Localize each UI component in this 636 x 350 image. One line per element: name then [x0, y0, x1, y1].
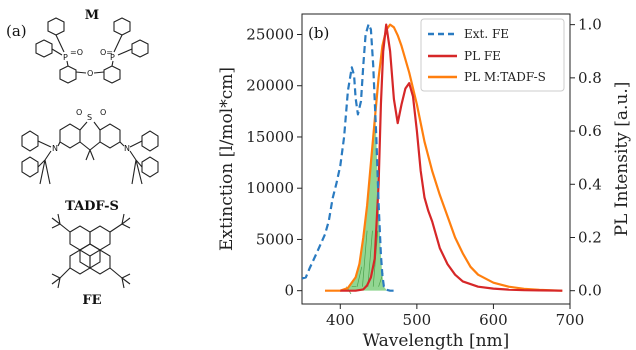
svg-text:O: O — [87, 69, 93, 78]
legend-box — [420, 18, 565, 92]
y-left-ticks: 0 5000 10000 15000 20000 25000 — [246, 25, 302, 300]
dpepo-molecule-icon: P=O PO= O — [35, 17, 149, 84]
tetra-tert-butylperylene-molecule-icon — [51, 213, 131, 289]
x-tick-label: 600 — [479, 311, 508, 329]
y-left-tick-label: 15000 — [246, 128, 294, 146]
y-left-tick-label: 20000 — [246, 77, 294, 95]
series-layer — [302, 23, 563, 292]
svg-text:O: O — [100, 108, 106, 117]
x-tick-label: 700 — [556, 311, 585, 329]
legend-label-pl-fe: PL FE — [464, 49, 501, 63]
y-left-tick-label: 5000 — [256, 230, 294, 248]
y-left-tick-label: 10000 — [246, 179, 294, 197]
y-right-axis-label: PL Intensity [a.u.] — [612, 82, 632, 237]
x-tick-label: 500 — [403, 311, 432, 329]
y-left-tick-label: 25000 — [246, 25, 294, 43]
x-tick-label: 400 — [326, 311, 355, 329]
legend: Ext. FE PL FE PL M:TADF-S — [420, 18, 565, 92]
molecule-fe-label: FE — [82, 293, 101, 308]
x-axis-label: Wavelength [nm] — [363, 331, 510, 350]
series-line-ext-fe — [302, 23, 394, 292]
acridine-sulfone-molecule-icon: S O O N N — [21, 108, 159, 185]
y-right-tick-label: 0.2 — [578, 228, 602, 246]
y-right-tick-label: 0.8 — [578, 69, 602, 87]
y-left-tick-label: 0 — [284, 282, 294, 300]
x-ticks: 400 500 600 700 — [326, 304, 584, 329]
svg-text:P: P — [63, 53, 68, 62]
y-right-tick-label: 0.6 — [578, 122, 602, 140]
series-line-pl-m-tadf-s — [325, 23, 563, 292]
y-right-ticks: 0.0 0.2 0.4 0.6 0.8 1.0 — [570, 16, 602, 300]
svg-text:=O: =O — [70, 48, 83, 57]
svg-text:O: O — [76, 108, 82, 117]
series-line-pl-fe — [340, 23, 563, 292]
svg-text:N: N — [52, 144, 58, 153]
molecule-m-label: M — [85, 8, 99, 23]
svg-text:O=: O= — [100, 48, 113, 57]
y-right-tick-label: 0.0 — [578, 282, 602, 300]
panel-a: (a) M TADF-S FE P=O PO= O — [6, 8, 159, 308]
svg-text:N: N — [124, 144, 130, 153]
legend-label-ext-fe: Ext. FE — [464, 27, 509, 41]
plot-area — [301, 13, 571, 305]
svg-text:P: P — [110, 53, 115, 62]
panel-a-label: (a) — [6, 22, 27, 40]
y-right-tick-label: 0.4 — [578, 175, 602, 193]
svg-text:S: S — [87, 113, 92, 122]
overlap-hatch — [367, 230, 373, 287]
panel-b-chart: 400 500 600 700 0 5000 10000 15000 20000 25000 0… — [217, 13, 632, 350]
overlap-hatch — [356, 266, 363, 287]
molecule-tadf-s-label: TADF-S — [65, 199, 119, 214]
legend-label-pl-m-tadf: PL M:TADF-S — [464, 70, 546, 84]
overlap-hatch — [362, 230, 368, 287]
panel-b-label: (b) — [308, 24, 329, 42]
y-right-tick-label: 1.0 — [578, 16, 602, 34]
y-left-axis-label: Extinction [l/mol*cm] — [217, 67, 237, 251]
